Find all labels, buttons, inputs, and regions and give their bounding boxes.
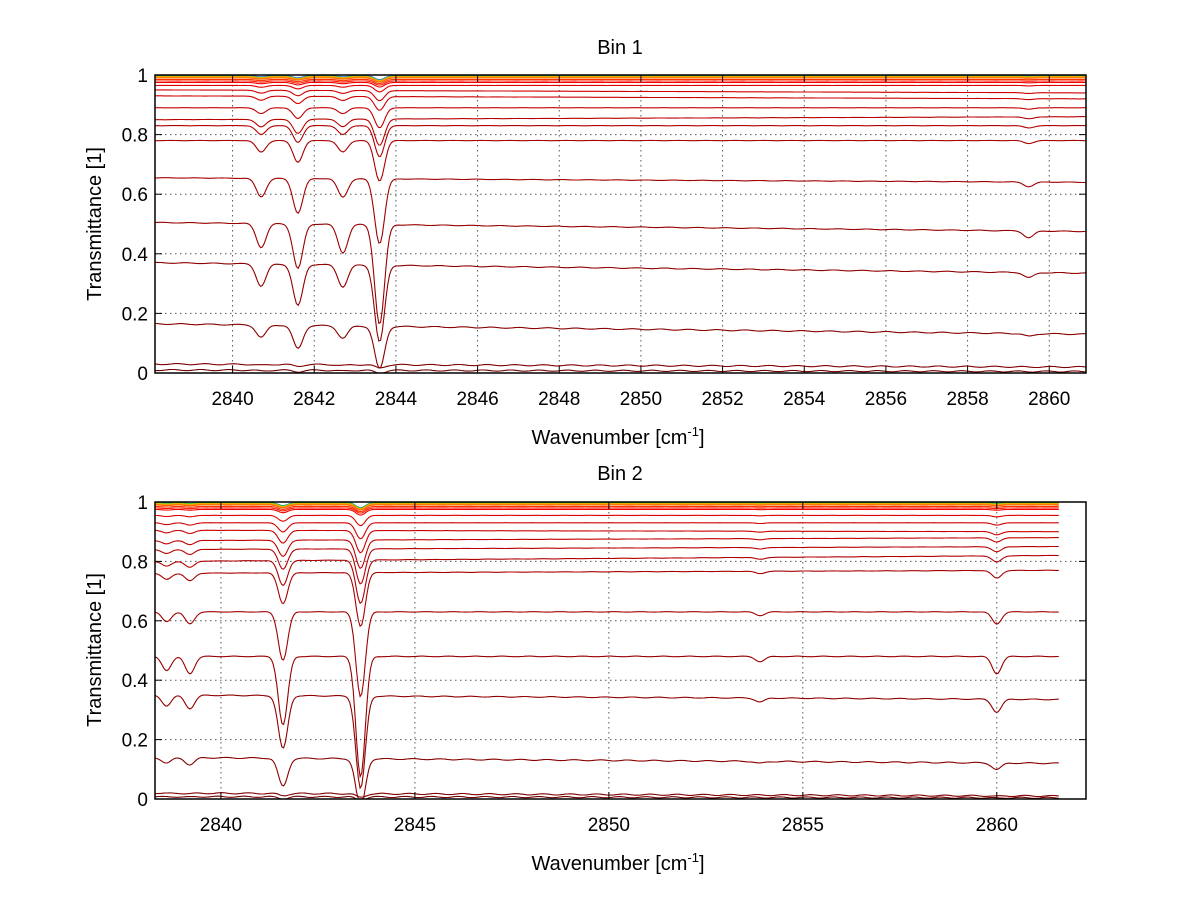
series-line: [154, 363, 1087, 369]
x-tick-label: 2852: [701, 389, 743, 410]
x-tick-label: 2855: [782, 815, 824, 836]
series-line: [154, 569, 1059, 628]
x-axis-label-superscript: -1: [687, 424, 699, 439]
series-line: [155, 84, 1087, 93]
series-line: [155, 503, 1059, 510]
series-line: [155, 261, 1087, 342]
series-line: [154, 611, 1059, 698]
y-axis-label: Transmittance [1]: [84, 573, 106, 727]
series-line: [154, 502, 1059, 509]
series-line: [155, 75, 1086, 82]
x-tick-label: 2854: [783, 389, 826, 410]
series-line: [155, 107, 1086, 129]
grid-lines: [155, 502, 1086, 799]
series-line: [155, 78, 1086, 85]
series-line: [154, 522, 1059, 540]
series-line: [154, 116, 1087, 146]
series-line: [155, 502, 1059, 510]
series-line: [155, 505, 1059, 513]
series-line: [154, 694, 1059, 790]
x-axis-label: Wavenumber [cm-1]: [531, 850, 704, 875]
series-line: [154, 177, 1087, 244]
x-axis-label-superscript: -1: [687, 850, 699, 865]
x-tick-label: 2848: [538, 389, 580, 410]
series-line: [154, 368, 1087, 374]
series-line: [154, 545, 1059, 585]
x-axis-label-main: Wavenumber [cm: [531, 853, 687, 875]
axis-ticks: 2840 2842 2844 2846 2848 2850 2852 2854 2856 2858…: [122, 66, 1086, 410]
y-tick-label: 0.2: [122, 304, 148, 325]
series-line: [155, 77, 1086, 83]
series-line: [155, 76, 1086, 82]
x-tick-label: 2842: [293, 389, 335, 410]
plot-area-frame: [154, 501, 1087, 800]
chart-title: Bin 1: [597, 37, 643, 59]
series-line: [155, 507, 1059, 514]
y-tick-label: 0.6: [122, 612, 148, 633]
series-line: [154, 221, 1087, 325]
y-tick-label: 0.8: [122, 552, 148, 573]
y-tick-label: 0: [137, 364, 148, 385]
series-line: [155, 80, 1086, 86]
y-tick-label: 1: [137, 493, 148, 514]
series-line: [154, 529, 1059, 554]
series-line: [154, 655, 1059, 779]
x-axis-label-end: ]: [699, 853, 705, 875]
x-tick-label: 2850: [620, 389, 662, 410]
series-line: [154, 792, 1059, 798]
y-tick-label: 0.8: [122, 126, 148, 147]
series-line: [155, 139, 1086, 182]
x-tick-label: 2840: [200, 815, 242, 836]
x-axis-label-main: Wavenumber [cm: [531, 427, 687, 449]
series-line: [154, 322, 1087, 369]
series-group: [154, 75, 1087, 374]
y-tick-label: 0: [137, 790, 148, 811]
series-line: [154, 756, 1059, 800]
series-line: [155, 95, 1086, 111]
panel-bin-2: Bin 2 2840 2845 2850 2855 2860 0 0.2 0.4 0.6 0.8 1…: [84, 463, 1087, 875]
x-tick-label: 2858: [946, 389, 988, 410]
y-axis-label: Transmittance [1]: [84, 147, 106, 301]
y-tick-label: 0.2: [122, 731, 148, 752]
series-line: [155, 508, 1059, 516]
x-tick-label: 2860: [1028, 389, 1070, 410]
y-tick-label: 0.6: [122, 185, 148, 206]
plot-area-frame: [154, 74, 1087, 374]
y-tick-label: 1: [137, 66, 148, 87]
series-line: [154, 537, 1059, 570]
x-tick-label: 2850: [588, 815, 630, 836]
x-tick-label: 2844: [375, 389, 418, 410]
series-line: [154, 514, 1059, 527]
series-line: [155, 81, 1086, 88]
grid-lines: [155, 75, 1086, 373]
series-line: [155, 125, 1087, 157]
series-line: [155, 89, 1086, 102]
series-group: [154, 502, 1059, 800]
x-tick-label: 2856: [865, 389, 907, 410]
x-tick-label: 2845: [394, 815, 436, 836]
x-axis-label-end: ]: [699, 427, 705, 449]
x-axis-label: Wavenumber [cm-1]: [531, 424, 704, 449]
y-tick-label: 0.4: [122, 245, 149, 266]
panel-bin-1: Bin 1 2840 2842 2844 2846 2848 2850 2852 2854 28…: [84, 37, 1087, 449]
axis-ticks: 2840 2845 2850 2855 2860 0 0.2 0.4 0.6 0.8 1: [122, 493, 1086, 836]
series-line: [154, 554, 1059, 605]
series-line: [155, 504, 1059, 511]
chart-title: Bin 2: [597, 463, 643, 485]
series-line: [154, 795, 1059, 800]
x-tick-label: 2860: [976, 815, 1018, 836]
y-tick-label: 0.4: [122, 671, 149, 692]
x-tick-label: 2840: [211, 389, 253, 410]
x-tick-label: 2846: [456, 389, 498, 410]
